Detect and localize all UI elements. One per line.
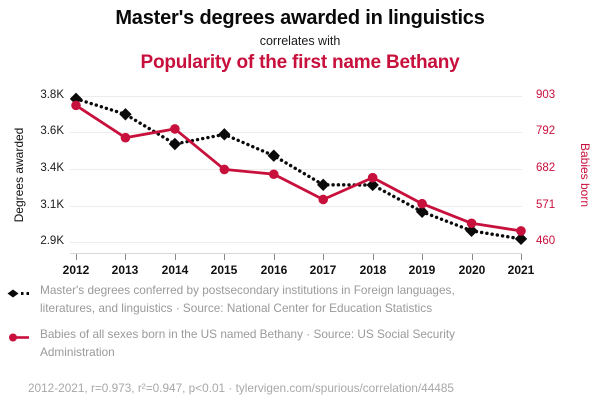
x-tick-label: 2018 (359, 263, 387, 277)
x-tick-mark (422, 254, 423, 260)
y-tick-label-right: 792 (536, 125, 556, 137)
y-tick-label-left: 3.1K (40, 199, 64, 211)
chart-subtitle: Popularity of the first name Bethany (140, 52, 460, 73)
footer-stats: 2012-2021, r=0.973, r²=0.947, p<0.01 · t… (28, 381, 454, 395)
y-tick-label-left: 3.4K (40, 162, 64, 174)
chart-title: Master's degrees awarded in linguistics (115, 7, 485, 29)
x-tick-label: 2020 (458, 263, 486, 277)
data-point-marker (267, 149, 280, 162)
data-point-marker (366, 178, 379, 192)
legend-item-degrees: Master's degrees conferred by postsecond… (6, 281, 476, 317)
x-tick-mark (76, 254, 77, 260)
x-tick-label: 2013 (111, 263, 139, 277)
x-tick-mark (224, 254, 225, 260)
x-tick-mark (373, 254, 374, 260)
x-tick-label: 2016 (260, 263, 288, 277)
legend-label: Babies of all sexes born in the US named… (40, 327, 456, 359)
y-tick-label-left: 2.9K (40, 235, 64, 247)
x-tick-mark (323, 254, 324, 260)
data-point-marker (466, 218, 477, 229)
data-point-marker (168, 137, 182, 151)
y-tick-label-right: 460 (536, 235, 556, 247)
data-point-marker (317, 178, 330, 192)
data-point-marker (71, 100, 81, 111)
legend-label: Master's degrees conferred by postsecond… (40, 283, 455, 315)
data-point-marker (69, 92, 83, 106)
x-tick-label: 2021 (507, 263, 535, 277)
x-tick-label: 2019 (408, 263, 436, 277)
gridline (70, 206, 522, 207)
x-axis-line (70, 253, 522, 254)
x-tick-mark (521, 254, 522, 260)
x-tick-label: 2012 (62, 263, 90, 277)
x-tick-label: 2014 (161, 263, 189, 277)
gridline (70, 96, 522, 97)
legend: Master's degrees conferred by postsecond… (6, 281, 476, 365)
data-point-marker (465, 224, 478, 237)
data-point-marker (120, 132, 131, 143)
y-tick-label-right: 682 (536, 162, 556, 174)
data-point-marker (415, 205, 429, 218)
data-point-marker (417, 198, 427, 209)
data-point-marker (119, 108, 132, 121)
x-tick-label: 2015 (210, 263, 238, 277)
data-point-marker (516, 226, 526, 236)
legend-item-babies: Babies of all sexes born in the US named… (6, 325, 476, 361)
gridline (70, 242, 522, 243)
chart-connector-text: correlates with (259, 34, 341, 48)
data-point-marker (218, 128, 231, 141)
y-tick-label-left: 3.8K (40, 89, 64, 101)
y-tick-label-left: 3.6K (40, 125, 64, 137)
y-tick-label-right: 903 (536, 89, 556, 101)
red-circle-solid-line-icon (6, 329, 36, 342)
data-point-marker (318, 194, 329, 205)
chart-header: Master's degrees awarded in linguistics … (0, 0, 600, 75)
x-tick-label: 2017 (309, 263, 337, 277)
y-tick-label-right: 571 (536, 199, 556, 211)
x-tick-mark (175, 254, 176, 260)
data-point-marker (367, 172, 378, 183)
x-tick-mark (274, 254, 275, 260)
black-diamond-dotted-line-icon (6, 285, 36, 298)
x-tick-mark (472, 254, 473, 260)
x-tick-mark (125, 254, 126, 260)
gridline (70, 169, 522, 170)
data-point-marker (268, 169, 279, 180)
gridline (70, 132, 522, 133)
data-point-marker (514, 232, 528, 246)
